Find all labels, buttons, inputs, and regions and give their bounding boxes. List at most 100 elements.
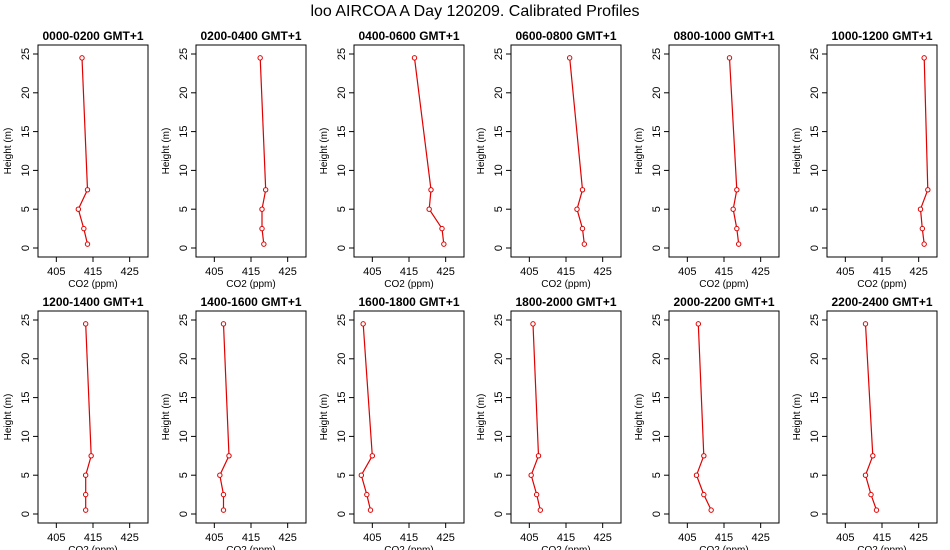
data-point xyxy=(925,187,931,193)
y-tick-label: 5 xyxy=(336,206,348,212)
data-point xyxy=(695,321,702,327)
y-tick-label: 0 xyxy=(20,511,32,517)
data-point xyxy=(708,507,714,513)
x-tick-label: 405 xyxy=(836,532,854,544)
panel-title: 1200-1400 GMT+1 xyxy=(42,295,143,309)
x-axis-label: CO2 (ppm) xyxy=(541,279,590,290)
x-tick-label: 425 xyxy=(751,266,769,278)
x-tick-label: 405 xyxy=(520,266,538,278)
y-tick-label: 10 xyxy=(493,430,505,442)
data-point xyxy=(360,321,366,327)
panel-title: 2000-2200 GMT+1 xyxy=(673,295,774,309)
y-tick-label: 5 xyxy=(651,206,663,212)
y-tick-label: 15 xyxy=(178,391,190,403)
x-tick-label: 415 xyxy=(242,532,260,544)
y-tick-label: 15 xyxy=(20,391,32,403)
data-point xyxy=(220,491,227,498)
y-axis-label: Height (m) xyxy=(792,128,803,175)
y-tick-label: 0 xyxy=(493,511,505,517)
y-tick-label: 0 xyxy=(336,511,348,517)
data-point xyxy=(369,453,376,459)
y-axis-label: Height (m) xyxy=(634,128,645,175)
data-point xyxy=(693,472,700,478)
data-point xyxy=(257,55,263,61)
y-tick-label: 25 xyxy=(493,314,505,326)
panel-title: 0800-1000 GMT+1 xyxy=(673,29,774,43)
y-tick-label: 15 xyxy=(20,125,32,137)
y-tick-label: 20 xyxy=(493,87,505,99)
data-point xyxy=(75,206,82,212)
x-tick-label: 425 xyxy=(909,266,927,278)
y-tick-label: 25 xyxy=(20,48,32,60)
x-tick-label: 415 xyxy=(557,532,575,544)
data-point xyxy=(81,225,87,232)
x-tick-label: 415 xyxy=(715,266,733,278)
y-tick-label: 25 xyxy=(493,48,505,60)
data-point xyxy=(226,453,232,459)
y-tick-label: 10 xyxy=(178,164,190,176)
y-tick-label: 15 xyxy=(651,125,663,137)
data-point xyxy=(411,55,418,61)
data-point xyxy=(581,241,588,247)
y-axis-label: Height (m) xyxy=(319,394,330,441)
y-tick-label: 15 xyxy=(178,125,190,137)
x-axis-label: CO2 (ppm) xyxy=(699,545,748,550)
data-point xyxy=(84,187,91,193)
x-axis-label: CO2 (ppm) xyxy=(68,279,117,290)
y-tick-label: 15 xyxy=(809,125,821,137)
y-tick-label: 25 xyxy=(178,314,190,326)
x-tick-label: 415 xyxy=(400,266,418,278)
y-axis-label: Height (m) xyxy=(476,128,487,175)
y-tick-label: 0 xyxy=(809,511,821,517)
panel-title: 0000-0200 GMT+1 xyxy=(42,29,143,43)
x-tick-label: 415 xyxy=(84,266,102,278)
data-point xyxy=(262,187,269,193)
y-tick-label: 25 xyxy=(178,48,190,60)
x-tick-label: 405 xyxy=(205,266,223,278)
y-tick-label: 5 xyxy=(178,472,190,478)
x-tick-label: 425 xyxy=(436,532,454,544)
x-axis-label: CO2 (ppm) xyxy=(857,545,906,550)
x-axis-label: CO2 (ppm) xyxy=(857,279,906,290)
x-tick-label: 415 xyxy=(873,266,891,278)
y-tick-label: 5 xyxy=(651,472,663,478)
data-point xyxy=(870,453,876,459)
y-tick-label: 20 xyxy=(20,353,32,365)
y-tick-label: 5 xyxy=(809,206,821,212)
figure-title: loo AIRCOA A Day 120209. Calibrated Prof… xyxy=(310,3,639,20)
data-point xyxy=(579,225,586,232)
panel-title: 2200-2400 GMT+1 xyxy=(831,295,932,309)
y-tick-label: 25 xyxy=(651,48,663,60)
data-point xyxy=(364,491,370,498)
x-tick-label: 405 xyxy=(836,266,854,278)
y-tick-label: 5 xyxy=(493,472,505,478)
data-point xyxy=(917,206,924,212)
data-point xyxy=(428,187,434,193)
data-point xyxy=(533,491,540,498)
y-axis-label: Height (m) xyxy=(476,394,487,441)
data-point xyxy=(921,241,927,247)
x-axis-label: CO2 (ppm) xyxy=(226,545,275,550)
data-point xyxy=(701,491,707,498)
panel-title: 1800-2000 GMT+1 xyxy=(515,295,616,309)
x-tick-label: 425 xyxy=(593,532,611,544)
y-axis-label: Height (m) xyxy=(792,394,803,441)
x-tick-label: 405 xyxy=(47,266,65,278)
x-tick-label: 415 xyxy=(84,532,102,544)
panel-title: 0400-0600 GMT+1 xyxy=(358,29,459,43)
y-tick-label: 20 xyxy=(178,353,190,365)
y-axis-label: Height (m) xyxy=(3,394,14,441)
data-point xyxy=(82,491,89,498)
panel-title: 0600-0800 GMT+1 xyxy=(515,29,616,43)
data-point xyxy=(84,241,91,247)
y-tick-label: 20 xyxy=(336,353,348,365)
data-point xyxy=(82,507,89,513)
x-tick-label: 415 xyxy=(400,532,418,544)
y-tick-label: 10 xyxy=(493,164,505,176)
